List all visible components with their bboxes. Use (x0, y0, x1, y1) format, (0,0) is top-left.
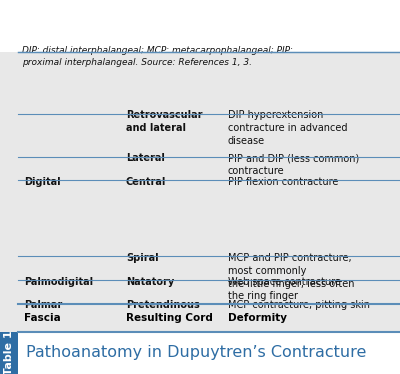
Text: DIP hyperextension
contracture in advanced
disease: DIP hyperextension contracture in advanc… (228, 110, 348, 146)
Bar (18, 304, 400, 332)
Text: Deformity: Deformity (228, 313, 287, 323)
Bar (18, 114, 400, 157)
Text: MCP and PIP contracture,
most commonly
the little finger, less often
the ring fi: MCP and PIP contracture, most commonly t… (228, 253, 354, 301)
Bar (18, 52, 400, 114)
Bar (0, 332, 400, 374)
Text: Palmodigital: Palmodigital (24, 277, 93, 287)
Text: Retrovascular
and lateral: Retrovascular and lateral (126, 110, 202, 133)
Text: Resulting Cord: Resulting Cord (126, 313, 213, 323)
Text: Table 1: Table 1 (4, 331, 14, 374)
Bar (18, 257, 400, 280)
Bar (18, 157, 400, 180)
Text: Central: Central (126, 177, 166, 187)
Bar (0, 332, 18, 374)
Text: Fascia: Fascia (24, 313, 61, 323)
Text: PIP flexion contracture: PIP flexion contracture (228, 177, 338, 187)
Text: Pathoanatomy in Dupuytren’s Contracture: Pathoanatomy in Dupuytren’s Contracture (26, 346, 366, 361)
Text: Lateral: Lateral (126, 153, 165, 163)
Text: Natatory: Natatory (126, 277, 174, 287)
Text: Digital: Digital (24, 177, 61, 187)
Text: Spiral: Spiral (126, 253, 159, 263)
Text: Pretendinous: Pretendinous (126, 300, 200, 310)
Text: Palmar: Palmar (24, 300, 62, 310)
Text: MCP contracture, pitting skin: MCP contracture, pitting skin (228, 300, 370, 310)
Bar (18, 280, 400, 304)
Text: Web space contracture: Web space contracture (228, 277, 341, 287)
Bar (0, 0, 400, 52)
Bar (18, 180, 400, 257)
Text: DIP: distal interphalangeal; MCP: metacarpophalangeal; PIP:
proximal interphalan: DIP: distal interphalangeal; MCP: metaca… (22, 46, 293, 67)
Text: PIP and DIP (less common)
contracture: PIP and DIP (less common) contracture (228, 153, 359, 176)
